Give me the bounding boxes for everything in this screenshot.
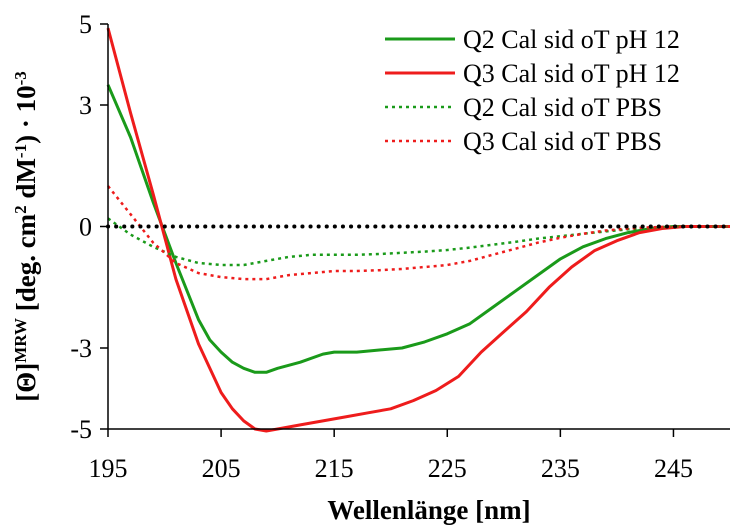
y-tick-label: -5 [70,415,92,444]
y-axis-title-mid2: dM [11,158,41,205]
legend-label-4: Q3 Cal sid oT PBS [463,127,662,156]
y-axis-title-tail: ) · 10 [11,85,41,144]
legend-label-2: Q3 Cal sid oT pH 12 [463,59,680,88]
y-tick-label: 0 [79,213,92,242]
y-axis-title-lead: [Θ] [11,363,41,402]
series-line-2 [106,27,730,433]
y-axis-title-mid: [deg. cm [11,213,41,318]
y-tick-label: -3 [70,334,92,363]
y-axis-title-sup-minus3: -3 [11,71,30,85]
x-tick-label: 245 [654,454,693,483]
y-axis-title-sup-mrw: MRW [11,318,30,363]
axes: 5 3 0 -3 -5 195 205 215 225 235 245 [70,10,732,483]
x-tick-label: 215 [315,454,354,483]
series-line-3 [107,217,730,267]
y-tick-label: 3 [79,91,92,120]
plot-area [106,27,730,433]
x-tick-label: 205 [202,454,241,483]
y-axis-title-sup-minus1: -1 [11,144,30,158]
x-axis-title: Wellenlänge [nm] [327,495,530,525]
x-tick-label: 225 [428,454,467,483]
legend: Q2 Cal sid oT pH 12 Q3 Cal sid oT pH 12 Q2… [385,25,680,156]
x-tick-label: 235 [541,454,580,483]
y-tick-label: 5 [79,10,92,39]
x-tick-label: 195 [89,454,128,483]
series-line-1 [106,84,730,374]
series-line-4 [107,185,730,281]
legend-label-1: Q2 Cal sid oT pH 12 [463,25,680,54]
y-axis-title: [Θ]MRW [deg. cm2 dM-1) · 10-3 [11,71,42,402]
legend-label-3: Q2 Cal sid oT PBS [463,93,662,122]
y-axis-title-sup-2: 2 [11,205,30,214]
